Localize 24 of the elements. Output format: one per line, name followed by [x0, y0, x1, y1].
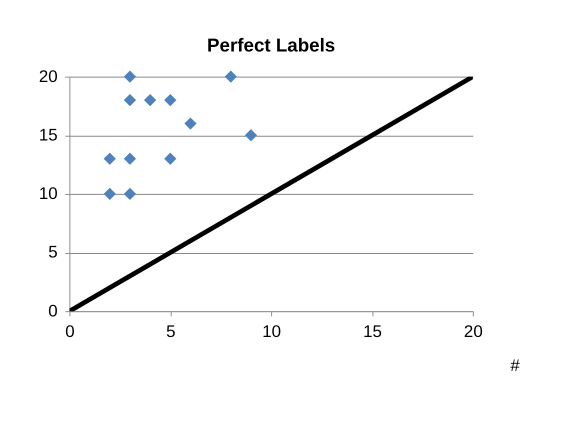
point [244, 129, 258, 142]
point [144, 94, 156, 106]
y-tick-label: 0 [48, 301, 58, 320]
y-tick-label: 20 [38, 66, 58, 86]
y-tick-label: 5 [48, 242, 58, 262]
x-tick-label: 5 [166, 322, 176, 342]
point [104, 152, 116, 165]
point [224, 70, 237, 83]
x-tick-label: 15 [363, 322, 382, 342]
point [124, 152, 136, 165]
x-tick-label: 0 [65, 322, 75, 342]
y-tick-label: 10 [38, 184, 58, 204]
y-tick-label: 15 [38, 125, 58, 144]
point [104, 188, 116, 200]
chart-title: Perfect Labels [207, 34, 336, 56]
point [184, 117, 197, 130]
point [164, 152, 176, 165]
point [124, 70, 136, 83]
x-tick-label: 10 [262, 322, 282, 342]
x-tick-label: 20 [464, 322, 483, 342]
text: # [510, 356, 520, 376]
point [124, 188, 136, 200]
point [164, 94, 176, 106]
point [124, 94, 136, 106]
